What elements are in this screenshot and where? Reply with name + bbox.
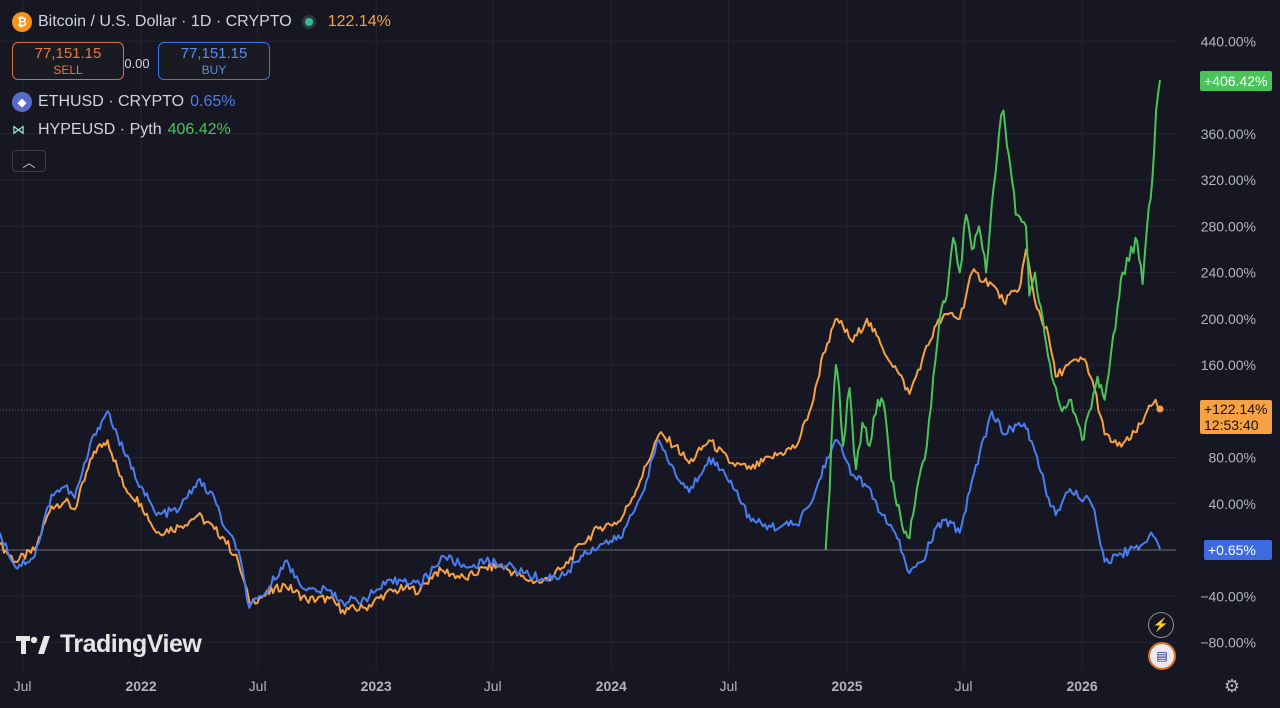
bitcoin-icon: ₿: [12, 12, 32, 32]
y-tick-label: 240.00%: [1201, 265, 1256, 281]
x-tick-label: 2022: [125, 678, 156, 694]
y-tick-label: 440.00%: [1201, 33, 1256, 49]
series-line-btcusd: [0, 248, 1161, 615]
legend-item-label: HYPEUSD · Pyth: [38, 121, 162, 138]
series-line-ethusd: [0, 410, 1161, 609]
legend-item-label: ETHUSD · CRYPTO: [38, 93, 185, 110]
btc-price-tag-value: +122.14%: [1204, 401, 1268, 417]
y-axis[interactable]: 440.00% 360.00% 320.00% 280.00% 240.00% 200.0…: [1200, 33, 1256, 650]
x-tick-label: Jul: [249, 678, 267, 694]
btc-countdown: 12:53:40: [1204, 417, 1259, 433]
logo-text: TradingView: [60, 630, 202, 658]
series-layer: [0, 79, 1164, 615]
buy-button[interactable]: 77,151.15 BUY: [158, 42, 270, 80]
main-symbol-legend[interactable]: ₿ Bitcoin / U.S. Dollar · 1D · CRYPTO 12…: [12, 12, 391, 32]
buy-price: 77,151.15: [180, 45, 248, 62]
tradingview-logo[interactable]: TradingView: [16, 630, 202, 659]
x-tick-label: 2023: [361, 678, 392, 694]
symbol-title: Bitcoin / U.S. Dollar · 1D · CRYPTO: [38, 13, 292, 30]
market-status-icon: [301, 15, 316, 29]
x-tick-label: 2026: [1066, 678, 1097, 694]
spread-value: 0.00: [124, 56, 150, 71]
y-tick-label: −40.00%: [1200, 588, 1256, 604]
series-line-hypeusd: [824, 79, 1161, 551]
buy-label: BUY: [201, 63, 227, 77]
y-tick-label: 160.00%: [1201, 357, 1256, 373]
sell-label: SELL: [53, 63, 83, 77]
legend-item-ethusd[interactable]: ◆ ETHUSD · CRYPTO 0.65%: [12, 92, 235, 112]
btc-price-tag: +122.14% 12:53:40: [1200, 400, 1272, 434]
y-tick-label: −80.00%: [1200, 635, 1256, 651]
y-tick-label: 200.00%: [1201, 311, 1256, 327]
sell-price: 77,151.15: [34, 45, 102, 62]
eth-price-tag: +0.65%: [1204, 540, 1272, 560]
y-tick-label: 80.00%: [1209, 450, 1256, 466]
y-tick-label: 280.00%: [1201, 218, 1256, 234]
us-flag-icon[interactable]: ▤: [1148, 642, 1176, 670]
legend-item-change: 406.42%: [167, 121, 231, 138]
hype-icon: ⋈: [12, 122, 25, 137]
x-tick-label: Jul: [14, 678, 32, 694]
collapse-legend-button[interactable]: ︿: [12, 150, 46, 172]
chevron-up-icon: ︿: [22, 154, 36, 170]
legend-item-hypeusd[interactable]: ⋈ HYPEUSD · Pyth 406.42%: [12, 121, 231, 139]
y-tick-label: 360.00%: [1201, 126, 1256, 142]
gear-icon[interactable]: ⚙: [1223, 675, 1241, 696]
x-tick-label: 2025: [831, 678, 862, 694]
x-tick-label: Jul: [955, 678, 973, 694]
hype-price-tag: +406.42%: [1200, 71, 1272, 91]
lightning-icon[interactable]: ⚡: [1148, 612, 1174, 638]
y-tick-label: 40.00%: [1209, 496, 1256, 512]
ethereum-icon: ◆: [12, 92, 32, 112]
y-tick-label: 320.00%: [1201, 172, 1256, 188]
x-tick-label: Jul: [720, 678, 738, 694]
symbol-change: 122.14%: [327, 13, 391, 30]
sell-button[interactable]: 77,151.15 SELL: [12, 42, 124, 80]
btc-last-point: [1156, 405, 1164, 413]
tradingview-logo-icon: [16, 635, 50, 654]
x-tick-label: 2024: [596, 678, 627, 694]
legend-item-change: 0.65%: [190, 93, 236, 110]
x-axis[interactable]: Jul 2022 Jul 2023 Jul 2024 Jul 2025 Jul 2026: [14, 678, 1098, 694]
x-tick-label: Jul: [484, 678, 502, 694]
